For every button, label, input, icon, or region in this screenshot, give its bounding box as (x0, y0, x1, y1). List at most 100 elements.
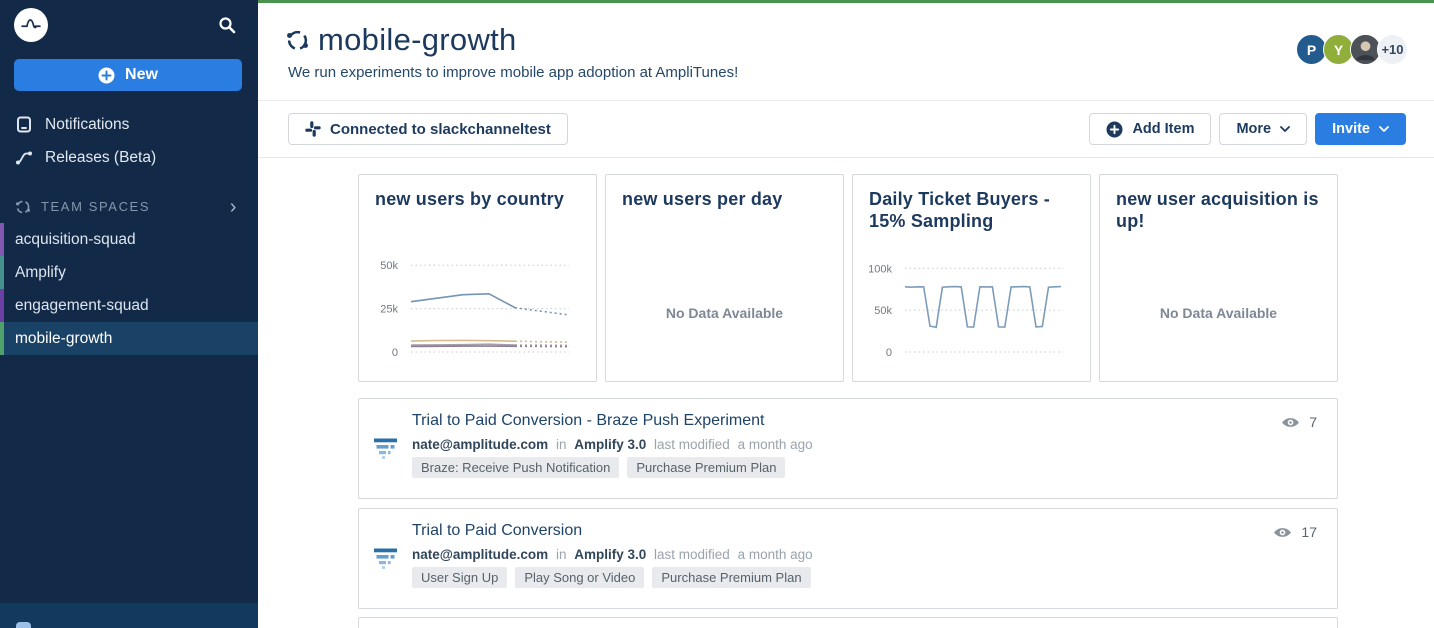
team-space-icon (287, 30, 308, 50)
amplitude-logo-icon[interactable] (14, 8, 48, 42)
event-tag[interactable]: Purchase Premium Plan (627, 457, 786, 478)
line-chart: 50k 25k 0 (380, 260, 569, 359)
releases-icon (15, 149, 33, 167)
plus-circle-icon (98, 67, 115, 83)
add-item-label: Add Item (1132, 121, 1195, 137)
event-tag[interactable]: Play Song or Video (515, 567, 645, 588)
experiment-meta: nate@amplitude.com in Amplify 3.0 last m… (412, 437, 817, 452)
space-color-strip (0, 289, 4, 322)
chart-card-daily-ticket-buyers[interactable]: Daily Ticket Buyers - 15% Sampling 100k 5… (852, 174, 1091, 382)
chevron-down-icon (1379, 125, 1389, 132)
sidebar-nav: Notifications Releases (Beta) (0, 108, 258, 174)
line-chart: 100k 50k 0 (868, 263, 1063, 359)
space-label: engagement-squad (15, 296, 149, 314)
toolbar: Connected to slackchanneltest Add Item M… (258, 101, 1434, 157)
owner-email: nate@amplitude.com (412, 547, 549, 562)
top-accent-stripe (258, 0, 1434, 3)
slack-icon (305, 121, 321, 137)
funnel-chart-icon (374, 438, 397, 459)
event-tags: User Sign Up Play Song or Video Purchase… (412, 567, 811, 588)
owner-email: nate@amplitude.com (412, 437, 549, 452)
avatar-overflow-count[interactable]: +10 (1377, 34, 1408, 65)
content: new users by country 50k 25k 0 new users p… (258, 158, 1434, 628)
card-title: new users by country (375, 189, 565, 209)
list-item-trial-braze[interactable]: Trial to Paid Conversion - Braze Push Ex… (358, 398, 1338, 499)
chart-card-new-user-acquisition[interactable]: new user acquisition is up! No Data Avai… (1099, 174, 1338, 382)
team-spaces-label: TEAM SPACES (41, 199, 151, 214)
sidebar-item-label: Releases (Beta) (45, 148, 157, 166)
sidebar-item-engagement-squad[interactable]: engagement-squad (0, 289, 258, 322)
plus-circle-icon (1106, 121, 1123, 137)
views-count: 7 (1309, 414, 1317, 430)
project-name: Amplify 3.0 (574, 437, 647, 452)
space-label: Amplify (15, 263, 66, 281)
person-photo-icon (1351, 35, 1380, 64)
meta-in-label: in (555, 437, 567, 452)
event-tag[interactable]: Purchase Premium Plan (652, 567, 811, 588)
experiment-title-link[interactable]: Trial to Paid Conversion (412, 522, 583, 539)
invite-label: Invite (1332, 121, 1370, 137)
sidebar-item-releases[interactable]: Releases (Beta) (0, 141, 258, 174)
experiment-title-link[interactable]: Trial to Paid Conversion - Braze Push Ex… (412, 412, 765, 429)
card-title: new users per day (622, 189, 783, 209)
modified-label: last modified (654, 437, 730, 452)
add-item-button[interactable]: Add Item (1089, 113, 1212, 145)
chevron-right-icon: › (229, 195, 238, 218)
sidebar-item-amplify[interactable]: Amplify (0, 256, 258, 289)
slack-connected-button[interactable]: Connected to slackchanneltest (288, 113, 568, 145)
space-label: mobile-growth (15, 329, 113, 347)
new-button-label: New (125, 66, 158, 83)
svg-text:50k: 50k (874, 305, 892, 317)
modified-time: a month ago (737, 547, 813, 562)
page-title: mobile-growth (318, 22, 517, 57)
modified-time: a month ago (737, 437, 813, 452)
sidebar-item-mobile-growth[interactable]: mobile-growth (0, 322, 258, 355)
more-label: More (1236, 121, 1272, 137)
chart-card-new-users-per-day[interactable]: new users per day No Data Available (605, 174, 844, 382)
project-name: Amplify 3.0 (574, 547, 647, 562)
space-color-strip (0, 256, 4, 289)
header-divider (258, 100, 1434, 101)
space-label: acquisition-squad (15, 230, 136, 248)
search-icon[interactable] (218, 16, 236, 34)
eye-icon (1274, 527, 1292, 537)
no-data-message: No Data Available (1159, 305, 1278, 321)
event-tag[interactable]: Braze: Receive Push Notification (412, 457, 620, 478)
no-data-message: No Data Available (665, 305, 784, 321)
team-spaces-icon (15, 200, 31, 213)
svg-text:100k: 100k (868, 263, 892, 275)
svg-text:25k: 25k (380, 304, 398, 316)
team-spaces-header[interactable]: TEAM SPACES › (0, 190, 258, 223)
sidebar-item-label: Notifications (45, 115, 130, 133)
svg-text:50k: 50k (380, 260, 398, 272)
funnel-chart-icon (374, 548, 397, 569)
sidebar-item-acquisition-squad[interactable]: acquisition-squad (0, 223, 258, 256)
more-button[interactable]: More (1219, 113, 1308, 145)
views-counter: 17 (1273, 524, 1317, 540)
chart-card-new-users-by-country[interactable]: new users by country 50k 25k 0 (358, 174, 597, 382)
svg-text:0: 0 (886, 347, 892, 359)
team-spaces-list: acquisition-squad Amplify engagement-squ… (0, 223, 258, 355)
list-item-partial[interactable] (358, 617, 1338, 628)
list-item-trial-paid[interactable]: Trial to Paid Conversion nate@amplitude.… (358, 508, 1338, 609)
space-color-strip (0, 322, 4, 355)
card-title: Daily Ticket Buyers - 15% Sampling (869, 189, 1050, 231)
card-title: new user acquisition is up! (1116, 189, 1319, 231)
sidebar-bottom-section (0, 603, 258, 628)
help-icon[interactable] (16, 622, 31, 628)
svg-text:0: 0 (392, 347, 398, 359)
chevron-down-icon (1280, 125, 1291, 132)
page-subtitle: We run experiments to improve mobile app… (288, 64, 739, 81)
invite-button[interactable]: Invite (1315, 113, 1406, 145)
event-tag[interactable]: User Sign Up (412, 567, 508, 588)
sidebar-item-notifications[interactable]: Notifications (0, 108, 258, 141)
main-area: mobile-growth We run experiments to impr… (258, 0, 1434, 628)
space-color-strip (0, 223, 4, 256)
new-button[interactable]: New (14, 59, 242, 91)
slack-connected-label: Connected to slackchanneltest (330, 120, 551, 138)
amplitude-glyph-icon (21, 19, 41, 29)
event-tags: Braze: Receive Push Notification Purchas… (412, 457, 786, 478)
views-count: 17 (1301, 524, 1317, 540)
dashboard-cards: new users by country 50k 25k 0 new users p… (358, 174, 1338, 382)
